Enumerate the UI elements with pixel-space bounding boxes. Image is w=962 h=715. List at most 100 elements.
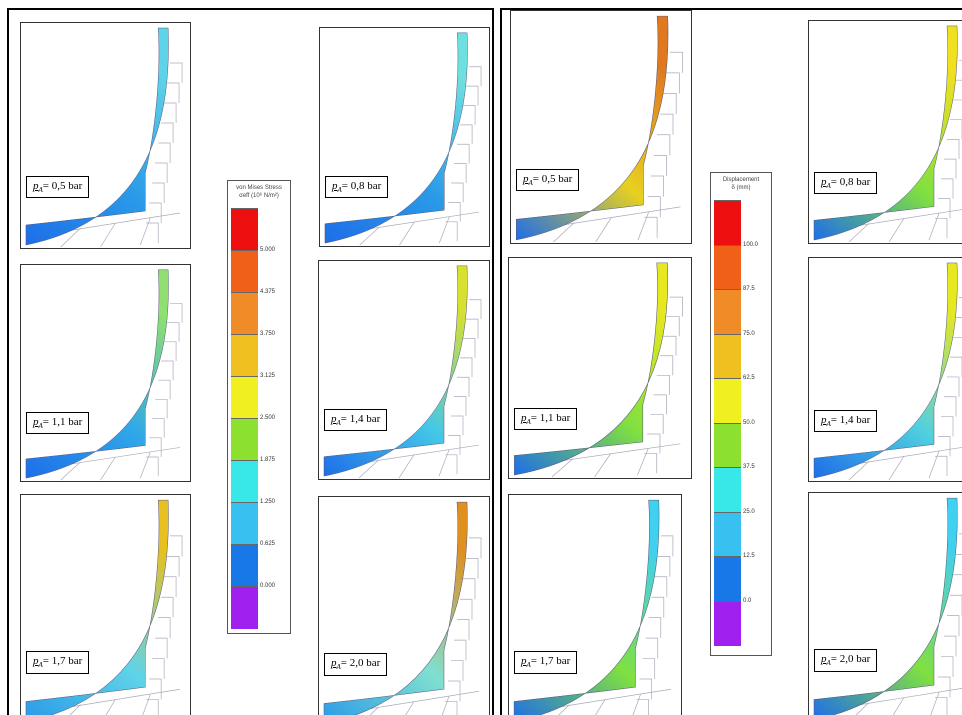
color-block bbox=[231, 460, 258, 503]
fe-body bbox=[26, 270, 168, 478]
label-text: = 1,1 bar bbox=[43, 416, 83, 428]
color-block bbox=[714, 467, 741, 513]
color-block bbox=[714, 512, 741, 558]
pressure-label: pA= 1,4 bar bbox=[814, 410, 877, 432]
legend-unit: σeff (10⁶ N/m²) bbox=[228, 192, 290, 200]
result-image: pA= 1,7 bar bbox=[20, 494, 191, 715]
result-image: pA= 1,1 bar bbox=[508, 257, 692, 479]
result-image: pA= 1,4 bar bbox=[808, 257, 962, 482]
stress-panel: pA= 0,5 bar pA= 0,8 bar pA= 1,1 bar pA= 1,4… bbox=[7, 8, 494, 715]
pressure-label: pA= 0,8 bar bbox=[814, 172, 877, 194]
color-block bbox=[714, 378, 741, 424]
pressure-label: pA= 1,1 bar bbox=[514, 408, 577, 430]
pressure-label: pA= 1,7 bar bbox=[26, 651, 89, 673]
fe-body bbox=[26, 500, 168, 715]
fe-mesh bbox=[809, 493, 962, 715]
color-block bbox=[231, 250, 258, 293]
legend-tick-label: 3.125 bbox=[260, 373, 275, 379]
legend-tick-label: 37.5 bbox=[743, 464, 755, 470]
color-block bbox=[714, 289, 741, 335]
legend-title-text: von Mises Stress bbox=[228, 184, 290, 192]
label-text: = 1,4 bar bbox=[831, 414, 871, 426]
color-block bbox=[231, 418, 258, 461]
legend-tick-label: 0.000 bbox=[260, 583, 275, 589]
pressure-label: pA= 0,8 bar bbox=[325, 176, 388, 198]
fe-mesh bbox=[809, 258, 962, 481]
color-block bbox=[714, 200, 741, 246]
legend-tick-label: 4.375 bbox=[260, 289, 275, 295]
mesh-outline bbox=[829, 298, 962, 480]
result-image: pA= 1,7 bar bbox=[508, 494, 682, 715]
fe-mesh bbox=[21, 265, 190, 481]
fe-body bbox=[814, 498, 957, 715]
legend-tick-label: 100.0 bbox=[743, 242, 758, 248]
fe-mesh bbox=[809, 21, 962, 243]
fe-mesh bbox=[509, 495, 681, 715]
result-image: pA= 0,8 bar bbox=[319, 27, 490, 247]
label-text: = 2,0 bar bbox=[831, 653, 871, 665]
fe-body bbox=[324, 266, 467, 476]
label-text: = 1,7 bar bbox=[43, 655, 83, 667]
pressure-label: pA= 1,7 bar bbox=[514, 651, 577, 673]
result-image: pA= 0,5 bar bbox=[510, 10, 692, 244]
color-block bbox=[231, 292, 258, 335]
legend-tick-label: 75.0 bbox=[743, 331, 755, 337]
fe-mesh bbox=[21, 495, 190, 715]
legend-unit: δ (mm) bbox=[711, 184, 771, 192]
legend-tick-label: 62.5 bbox=[743, 375, 755, 381]
legend-tick-label: 1.250 bbox=[260, 499, 275, 505]
result-image: pA= 1,1 bar bbox=[20, 264, 191, 482]
fe-mesh bbox=[511, 11, 691, 243]
legend-tick-label: 0.625 bbox=[260, 541, 275, 547]
color-block bbox=[231, 502, 258, 545]
legend-tick-label: 50.0 bbox=[743, 420, 755, 426]
fe-mesh bbox=[320, 28, 489, 246]
color-block bbox=[714, 334, 741, 380]
color-block bbox=[231, 586, 258, 629]
color-block bbox=[714, 601, 741, 647]
legend-tick-label: 12.5 bbox=[743, 553, 755, 559]
fe-mesh bbox=[509, 258, 691, 478]
label-text: = 0,5 bar bbox=[533, 173, 573, 185]
fe-mesh bbox=[319, 261, 489, 479]
mesh-outline bbox=[829, 60, 962, 242]
result-image: pA= 2,0 bar bbox=[318, 496, 490, 715]
fe-body bbox=[516, 16, 668, 240]
legend-tick-label: 87.5 bbox=[743, 286, 755, 292]
legend-tick-label: 3.750 bbox=[260, 331, 275, 337]
legend-tick-label: 2.500 bbox=[260, 415, 275, 421]
pressure-label: pA= 0,5 bar bbox=[26, 176, 89, 198]
fe-body bbox=[325, 33, 467, 243]
pressure-label: pA= 2,0 bar bbox=[814, 649, 877, 671]
fe-mesh bbox=[21, 23, 190, 248]
label-text: = 1,4 bar bbox=[341, 413, 381, 425]
color-block bbox=[231, 208, 258, 251]
color-block bbox=[231, 334, 258, 377]
pressure-label: pA= 0,5 bar bbox=[516, 169, 579, 191]
color-legend: Displacementδ (mm) 100.0 87.5 75.0 62.5 50.0 3… bbox=[710, 172, 772, 656]
result-image: pA= 0,8 bar bbox=[808, 20, 962, 244]
label-text: = 0,5 bar bbox=[43, 180, 83, 192]
displacement-panel: pA= 0,5 bar pA= 0,8 bar pA= 1,1 bar pA= 1,4… bbox=[500, 8, 962, 715]
legend-tick-label: 5.000 bbox=[260, 247, 275, 253]
fe-body bbox=[26, 28, 168, 245]
label-text: = 2,0 bar bbox=[341, 657, 381, 669]
result-image: pA= 1,4 bar bbox=[318, 260, 490, 480]
label-text: = 1,1 bar bbox=[531, 412, 571, 424]
result-image: pA= 2,0 bar bbox=[808, 492, 962, 715]
fe-body bbox=[814, 263, 957, 478]
page: pA= 0,5 bar pA= 0,8 bar pA= 1,1 bar pA= 1,4… bbox=[0, 0, 962, 711]
pressure-label: pA= 2,0 bar bbox=[324, 653, 387, 675]
fe-mesh bbox=[319, 497, 489, 715]
label-text: = 1,7 bar bbox=[531, 655, 571, 667]
color-block bbox=[231, 376, 258, 419]
color-block bbox=[714, 245, 741, 291]
pressure-label: pA= 1,4 bar bbox=[324, 409, 387, 431]
result-image: pA= 0,5 bar bbox=[20, 22, 191, 249]
color-block bbox=[231, 544, 258, 587]
label-text: = 0,8 bar bbox=[342, 180, 382, 192]
label-text: = 0,8 bar bbox=[831, 176, 871, 188]
fe-body bbox=[324, 502, 467, 715]
color-block bbox=[714, 556, 741, 602]
